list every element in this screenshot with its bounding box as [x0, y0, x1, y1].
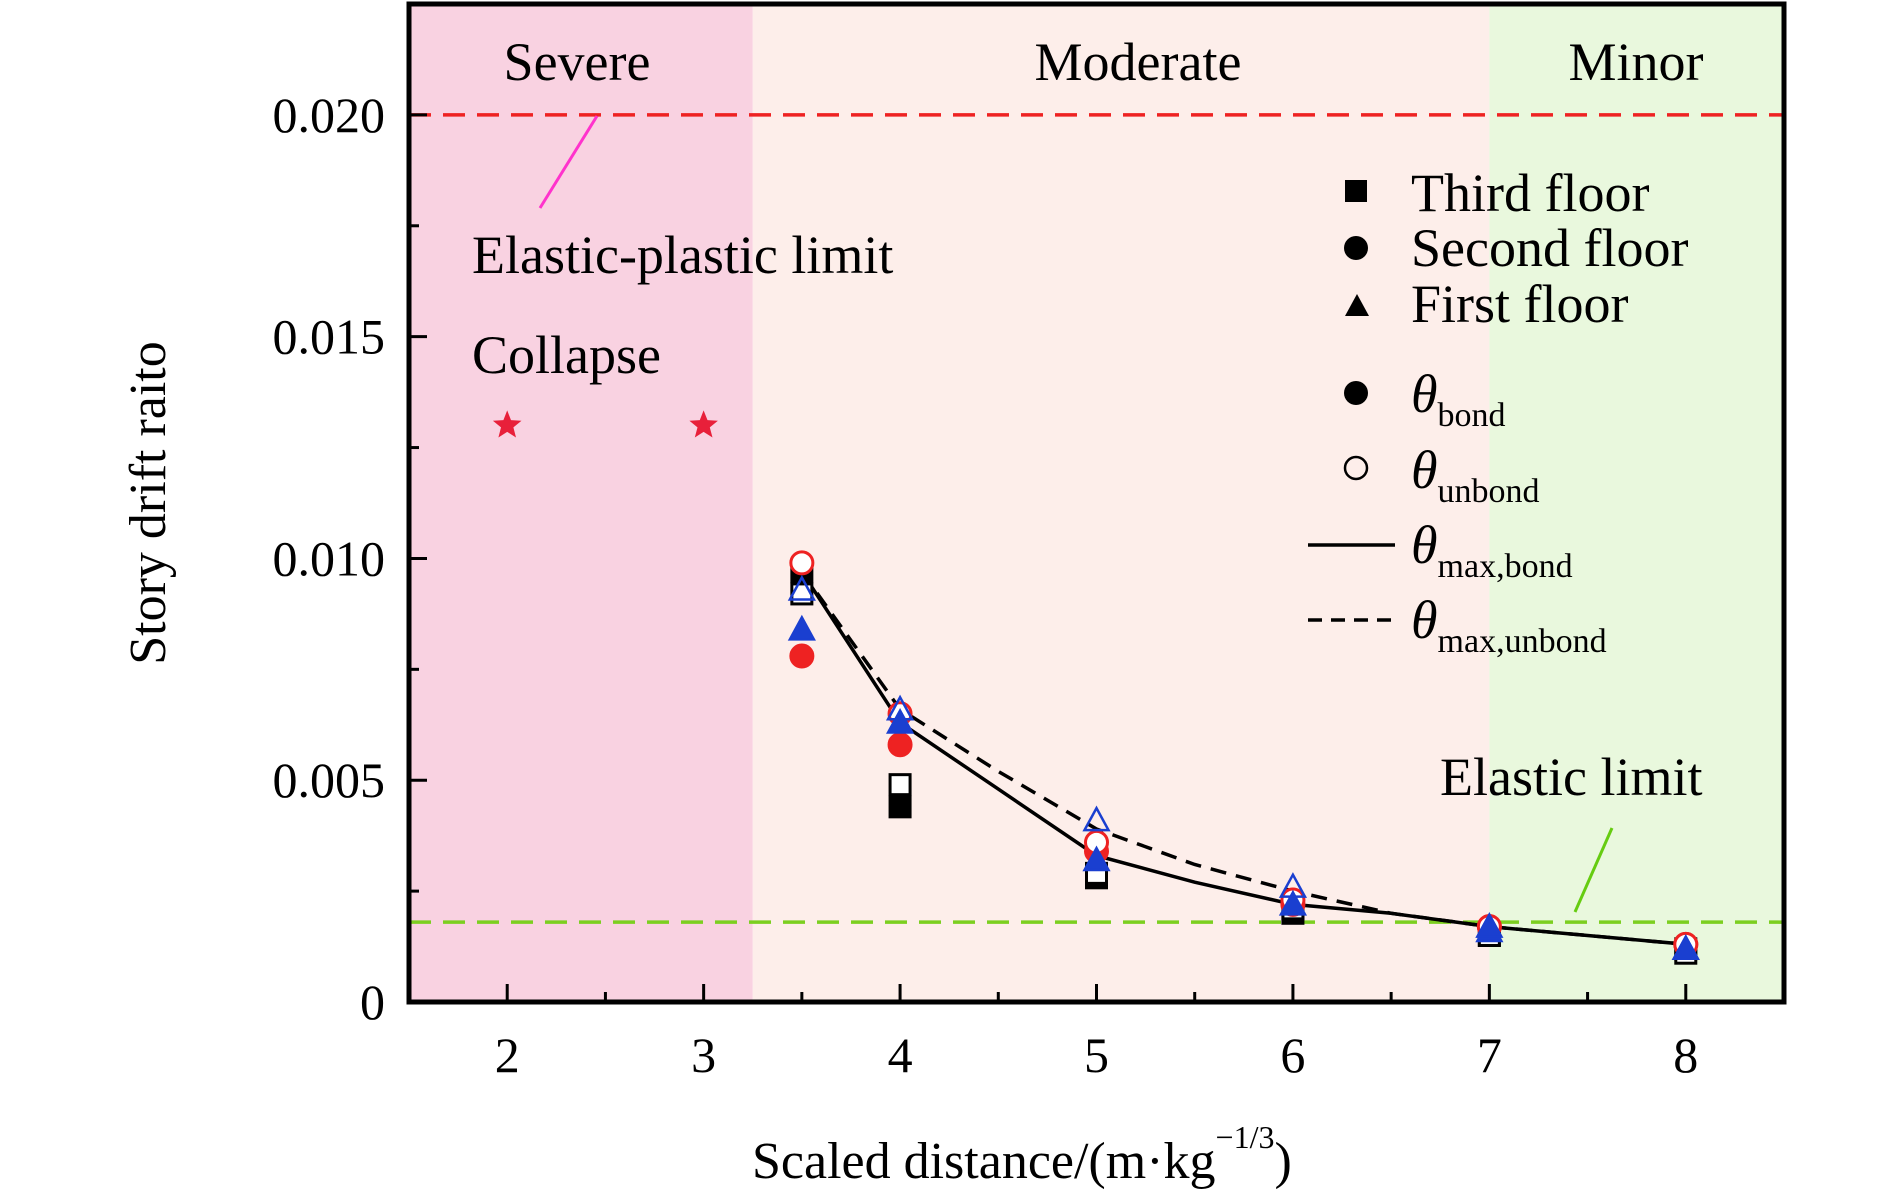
reference-lines: [409, 113, 1784, 924]
legend-marker-third-floor: [1345, 180, 1367, 202]
legend-max-unbond-sub: max,unbond: [1438, 623, 1607, 660]
y-tick-label-3: 0.015: [273, 309, 386, 365]
legend-label-first-floor: First floor: [1411, 274, 1629, 334]
zone-label-severe: Severe: [504, 32, 651, 92]
point-triangle-open-1: [885, 694, 915, 721]
legend-label-second-floor: Second floor: [1411, 218, 1688, 278]
legend-label-theta-bond: θbond: [1411, 364, 1506, 434]
data-points: [787, 550, 1700, 965]
y-axis-title: Story drift raito: [120, 341, 177, 665]
point-triangle-filled-0: [787, 614, 816, 641]
point-triangle-open-3: [1278, 872, 1308, 898]
zone-label-minor: Minor: [1569, 32, 1704, 92]
collapse-markers: [492, 410, 718, 438]
point-circle-filled-1: [887, 732, 913, 758]
zone-labels: Severe Moderate Minor: [504, 32, 1704, 92]
legend-max-bond-symbol: θ: [1411, 515, 1438, 575]
legend-max-bond-sub: max,bond: [1438, 548, 1573, 585]
legend-label-third-floor: Third floor: [1411, 163, 1649, 223]
elastic-plastic-leader: [538, 115, 599, 209]
collapse-star-0: [492, 410, 522, 438]
point-triangle-filled-1: [885, 707, 915, 734]
fit-curves: [800, 570, 1686, 947]
x-tick-label-2: 2: [495, 1027, 520, 1083]
y-tick-label-0: 0: [360, 974, 385, 1030]
elastic-plastic-limit-label: Elastic-plastic limit: [472, 225, 893, 285]
point-triangle-open-0: [787, 574, 816, 601]
collapse-star-1: [689, 410, 718, 438]
elastic-limit-label: Elastic limit: [1440, 747, 1702, 807]
curve-max-unbond: [800, 570, 1686, 947]
legend-marker-second-floor: [1344, 236, 1368, 260]
x-axis-title: Scaled distance/(m·kg−1/3): [752, 1119, 1292, 1190]
axes: 2 3 4 5 6 7 8 0 0.005 0.010 0.015 0.020 Story drif…: [120, 1, 1787, 1190]
legend-marker-first-floor: [1345, 294, 1369, 316]
x-ticks: 2 3 4 5 6 7 8: [495, 984, 1698, 1083]
x-tick-label-5: 5: [1084, 1027, 1109, 1083]
point-triangle-open-5: [1671, 934, 1700, 961]
x-axis-title-main: Scaled distance/(m·kg: [752, 1133, 1216, 1190]
x-tick-label-6: 6: [1280, 1027, 1305, 1083]
legend-marker-theta-unbond: [1343, 455, 1369, 481]
legend-theta-bond-symbol: θ: [1411, 364, 1438, 424]
damage-zones: [409, 4, 1784, 1002]
collapse-label: Collapse: [472, 325, 661, 385]
point-triangle-filled-3: [1278, 889, 1308, 916]
y-tick-label-2: 0.010: [273, 530, 386, 586]
point-triangle-open-4: [1475, 911, 1504, 938]
zone-label-moderate: Moderate: [1035, 32, 1242, 92]
x-axis-title-exponent: −1/3: [1216, 1119, 1275, 1155]
point-square-open-1: [888, 773, 912, 797]
zone-severe: [409, 4, 753, 1002]
legend-label-theta-unbond: θunbond: [1411, 440, 1540, 510]
legend-marker-theta-bond: [1344, 381, 1368, 405]
zone-moderate: [752, 4, 1490, 1002]
legend-max-unbond-symbol: θ: [1411, 590, 1438, 650]
legend-theta-unbond-sub: unbond: [1438, 473, 1540, 510]
x-tick-label-8: 8: [1673, 1027, 1698, 1083]
y-tick-label-1: 0.005: [273, 752, 386, 808]
y-ticks: 0 0.005 0.010 0.015 0.020: [273, 87, 427, 1030]
point-triangle-open-2: [1082, 805, 1111, 832]
point-triangle-filled-2: [1082, 845, 1111, 872]
point-circle-open-0: [789, 550, 815, 576]
zone-minor: [1489, 4, 1784, 1002]
x-tick-label-4: 4: [888, 1027, 913, 1083]
y-tick-label-4: 0.020: [273, 87, 386, 143]
elastic-limit-leader: [1573, 827, 1614, 913]
x-axis-title-close: ): [1274, 1133, 1291, 1190]
legend: Third floor Second floor First floor θbo…: [1308, 163, 1688, 660]
annotations: Elastic-plastic limit Collapse Elastic l…: [472, 115, 1702, 913]
legend-label-max-unbond: θmax,unbond: [1411, 590, 1607, 660]
point-square-filled-1: [888, 795, 912, 819]
x-tick-label-3: 3: [691, 1027, 716, 1083]
legend-theta-bond-sub: bond: [1438, 397, 1506, 434]
point-square-open-0: [790, 582, 814, 606]
curve-max-bond: [800, 570, 1686, 947]
legend-label-max-bond: θmax,bond: [1411, 515, 1573, 585]
legend-theta-unbond-symbol: θ: [1411, 440, 1438, 500]
x-tick-label-7: 7: [1477, 1027, 1502, 1083]
point-circle-filled-0: [789, 643, 815, 669]
